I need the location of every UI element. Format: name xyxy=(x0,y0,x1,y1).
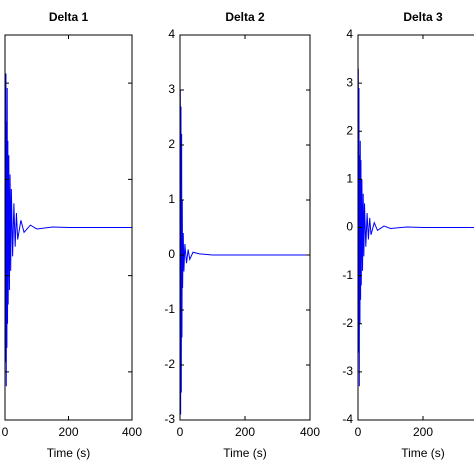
y-tick-label: 2 xyxy=(168,137,175,151)
y-tick-label: 4 xyxy=(346,27,353,41)
y-tick-label: 2 xyxy=(346,123,353,137)
y-tick-label: 0 xyxy=(346,220,353,234)
x-tick-label: 200 xyxy=(235,425,255,439)
x-tick-label: 400 xyxy=(300,425,320,439)
data-line xyxy=(357,68,474,387)
y-tick-label: -2 xyxy=(164,357,175,371)
x-axis-label: Time (s) xyxy=(47,446,91,460)
y-tick-label: 0 xyxy=(168,247,175,261)
y-tick-label: -4 xyxy=(342,412,353,426)
x-tick-label: 0 xyxy=(2,425,9,439)
chart-title: Delta 1 xyxy=(49,10,89,24)
x-tick-label: 200 xyxy=(413,425,433,439)
y-tick-label: -1 xyxy=(164,302,175,316)
x-axis-label: Time (s) xyxy=(223,446,267,460)
x-tick-label: 200 xyxy=(58,425,78,439)
y-tick-label: -3 xyxy=(164,412,175,426)
chart-title: Delta 2 xyxy=(225,10,265,24)
y-tick-label: -2 xyxy=(342,316,353,330)
data-line xyxy=(179,89,310,415)
y-tick-label: 4 xyxy=(168,27,175,41)
y-tick-label: 1 xyxy=(168,192,175,206)
data-line xyxy=(4,73,132,387)
x-tick-label: 0 xyxy=(355,425,362,439)
y-tick-label: 3 xyxy=(168,82,175,96)
axes-box xyxy=(179,34,311,421)
chart-title: Delta 3 xyxy=(403,10,443,24)
x-tick-label: 400 xyxy=(122,425,142,439)
y-tick-label: 3 xyxy=(346,75,353,89)
y-tick-label: 1 xyxy=(346,172,353,186)
y-tick-label: -3 xyxy=(342,364,353,378)
x-tick-label: 0 xyxy=(177,425,184,439)
x-axis-label: Time (s) xyxy=(401,446,445,460)
y-tick-label: -1 xyxy=(342,268,353,282)
